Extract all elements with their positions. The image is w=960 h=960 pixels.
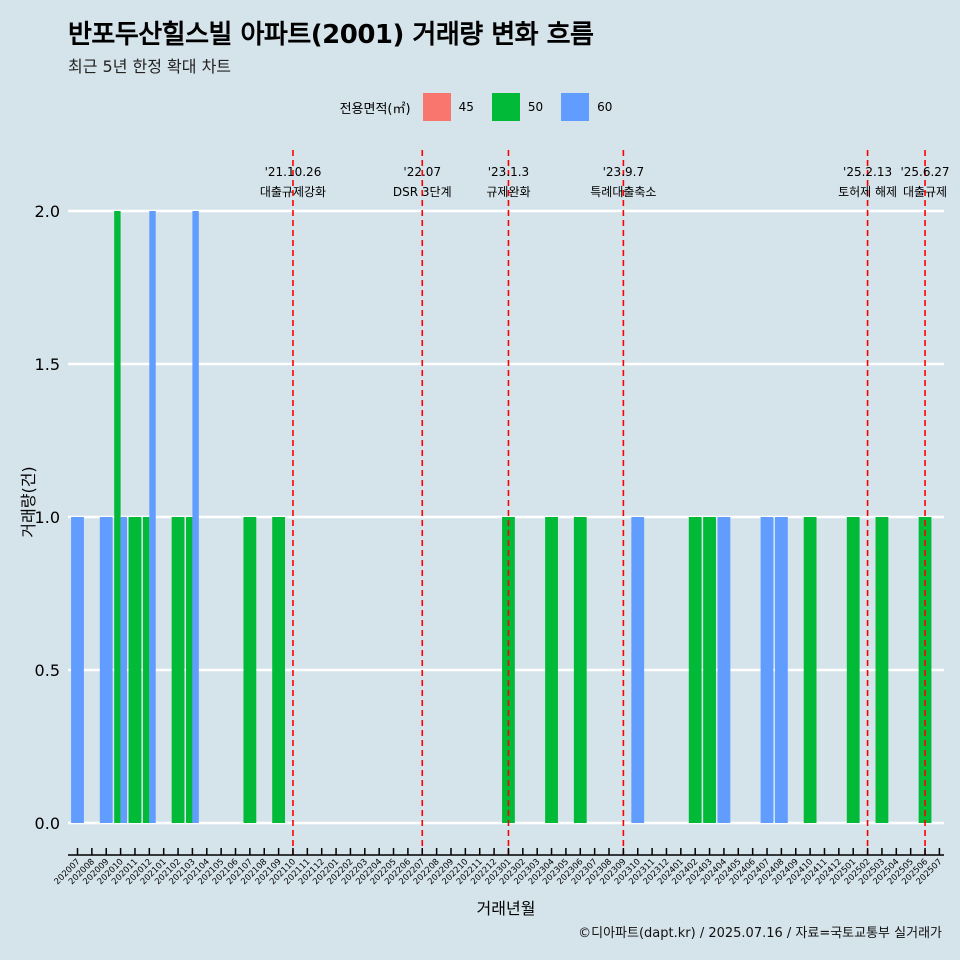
legend-item-60: 60 [561,93,612,121]
bar-60-202407 [760,517,774,823]
legend-title: 전용면적(㎡) [339,101,411,117]
y-tick-label: 0.5 [35,661,60,680]
bar-50-202103 [186,517,193,823]
x-axis-label: 거래년월 [477,899,536,918]
bar-50-202011 [128,517,142,823]
event-label: 특례대출축소 [590,185,656,199]
event-date: '23.9.7 [603,165,644,179]
bar-50-202501 [846,517,860,823]
bar-50-202403 [703,517,716,823]
bar-60-202012 [149,211,156,823]
bar-50-202304 [545,517,558,823]
y-tick-label: 1.5 [35,355,60,374]
legend-item-45: 45 [422,93,474,121]
legend-item-50: 50 [491,93,544,121]
event-date: '21.10.26 [265,165,322,179]
bar-50-202010 [114,211,121,823]
bar-50-202306 [573,517,587,823]
legend-label-45: 45 [458,100,474,114]
legend: 전용면적(㎡) 45 50 60 [0,92,960,122]
legend-label-50: 50 [527,100,544,114]
event-date: '25.2.13 [843,165,892,179]
legend-swatch-50 [491,93,520,121]
bar-60-202007 [71,517,84,823]
event-label: 대출규제 [903,185,947,199]
event-label: 규제완화 [486,185,530,199]
x-axis: 2020072020082020092020102020112020122021… [53,848,945,887]
bar-50-202107 [243,517,257,823]
event-annotations: '21.10.26 대출규제강화 '22.07 DSR 3단계 '23.1.3 규제완화 '… [260,150,950,855]
bar-50-202410 [803,517,817,823]
bar-60-202310 [631,517,645,823]
event-date: '25.6.27 [900,165,949,179]
bar-50-202503 [875,517,889,823]
bar-60-202010 [120,517,127,823]
bar-50-202102 [171,517,185,823]
event-label: DSR 3단계 [393,185,452,199]
y-axis-label: 거래량(건) [19,466,38,537]
bar-60-202404 [717,517,731,823]
bar-60-202408 [774,517,788,823]
chart-subtitle: 최근 5년 한정 확대 차트 [68,57,232,76]
legend-swatch-45 [422,93,451,121]
y-axis: 0.0 0.5 1.0 1.5 2.0 [35,202,60,833]
event-label: 대출규제강화 [260,185,326,199]
event-date: '23.1.3 [488,165,529,179]
bar-50-202012 [142,517,150,823]
y-tick-label: 2.0 [35,202,60,221]
y-tick-label: 1.0 [35,508,60,527]
legend-swatch-60 [561,93,590,121]
chart-title: 반포두산힐스빌 아파트(2001) 거래량 변화 흐름 [68,20,594,50]
bars [71,211,932,823]
bar-60-202103 [192,211,199,823]
bar-50-202109 [272,517,286,823]
bar-60-202009 [99,517,113,823]
source-caption: ©디아파트(dapt.kr) / 2025.07.16 / 자료=국토교통부 실… [578,926,942,941]
event-date: '22.07 [403,165,441,179]
bar-50-202402 [688,517,702,823]
event-label: 토허제 해제 [838,185,897,199]
y-tick-label: 0.0 [35,814,60,833]
legend-label-60: 60 [597,100,613,114]
